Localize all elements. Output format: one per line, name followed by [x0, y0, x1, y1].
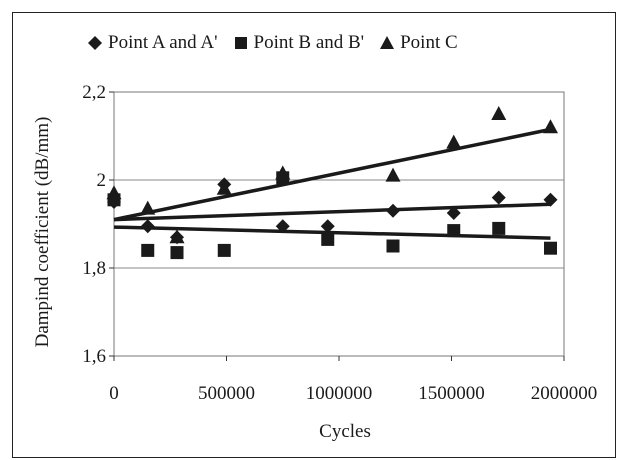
legend-item-a: Point A and A' — [88, 32, 218, 54]
legend-label-a: Point A and A' — [108, 32, 218, 53]
diamond-marker — [446, 206, 461, 220]
diamond-marker — [543, 192, 558, 207]
square-marker — [447, 224, 461, 238]
triangle-marker-icon — [380, 36, 395, 49]
square-marker — [544, 241, 557, 255]
square-marker — [170, 246, 184, 260]
y-axis-title: Dampind coefficient (dB/mm) — [32, 117, 53, 348]
square-marker — [321, 232, 335, 246]
square-marker — [217, 243, 231, 257]
triangle-marker — [446, 134, 462, 149]
y-axis-ticks: 1,6 1,8 2 2,2 — [82, 82, 114, 367]
square-marker — [141, 243, 155, 257]
plot-area — [113, 91, 565, 357]
triangle-marker — [216, 180, 232, 195]
diamond-marker — [320, 219, 335, 234]
square-marker-icon — [234, 37, 247, 49]
triangle-marker — [275, 165, 291, 180]
diamond-marker — [491, 190, 506, 205]
y-tick-label: 2,2 — [82, 82, 106, 103]
triangle-marker — [106, 185, 122, 200]
data-markers — [106, 106, 558, 260]
x-tick-label: 1000000 — [306, 383, 373, 404]
legend-label-b: Point B and B' — [253, 32, 365, 53]
trendline — [113, 127, 551, 222]
triangle-marker — [169, 229, 185, 244]
y-tick-label: 2 — [97, 170, 107, 191]
square-marker — [386, 239, 400, 253]
gridlines — [114, 179, 564, 269]
legend-item-b: Point B and B' — [234, 32, 365, 54]
x-axis-ticks: 0 500000 1000000 1500000 2000000 — [109, 356, 597, 404]
diamond-marker — [140, 219, 155, 234]
trendline — [113, 225, 551, 240]
y-tick-label: 1,8 — [82, 258, 106, 279]
x-tick-label: 2000000 — [531, 383, 598, 404]
diamond-marker — [386, 203, 400, 218]
x-axis-title: Cycles — [319, 421, 371, 442]
triangle-marker — [140, 200, 156, 215]
triangle-marker — [385, 167, 401, 182]
trendlines — [113, 127, 551, 240]
x-tick-label: 0 — [109, 383, 119, 404]
diamond-marker — [275, 219, 290, 234]
chart-frame — [12, 12, 616, 458]
y-tick-label: 1,6 — [82, 346, 106, 367]
diamond-marker-icon — [88, 36, 102, 50]
legend-item-c: Point C — [380, 32, 458, 54]
legend: Point A and A' Point B and B' Point C — [88, 32, 458, 54]
square-marker — [492, 221, 506, 235]
legend-label-c: Point C — [400, 32, 458, 53]
trendline — [113, 202, 551, 222]
triangle-marker — [543, 119, 558, 134]
x-tick-label: 500000 — [198, 383, 255, 404]
x-tick-label: 1500000 — [418, 383, 485, 404]
triangle-marker — [491, 106, 507, 120]
